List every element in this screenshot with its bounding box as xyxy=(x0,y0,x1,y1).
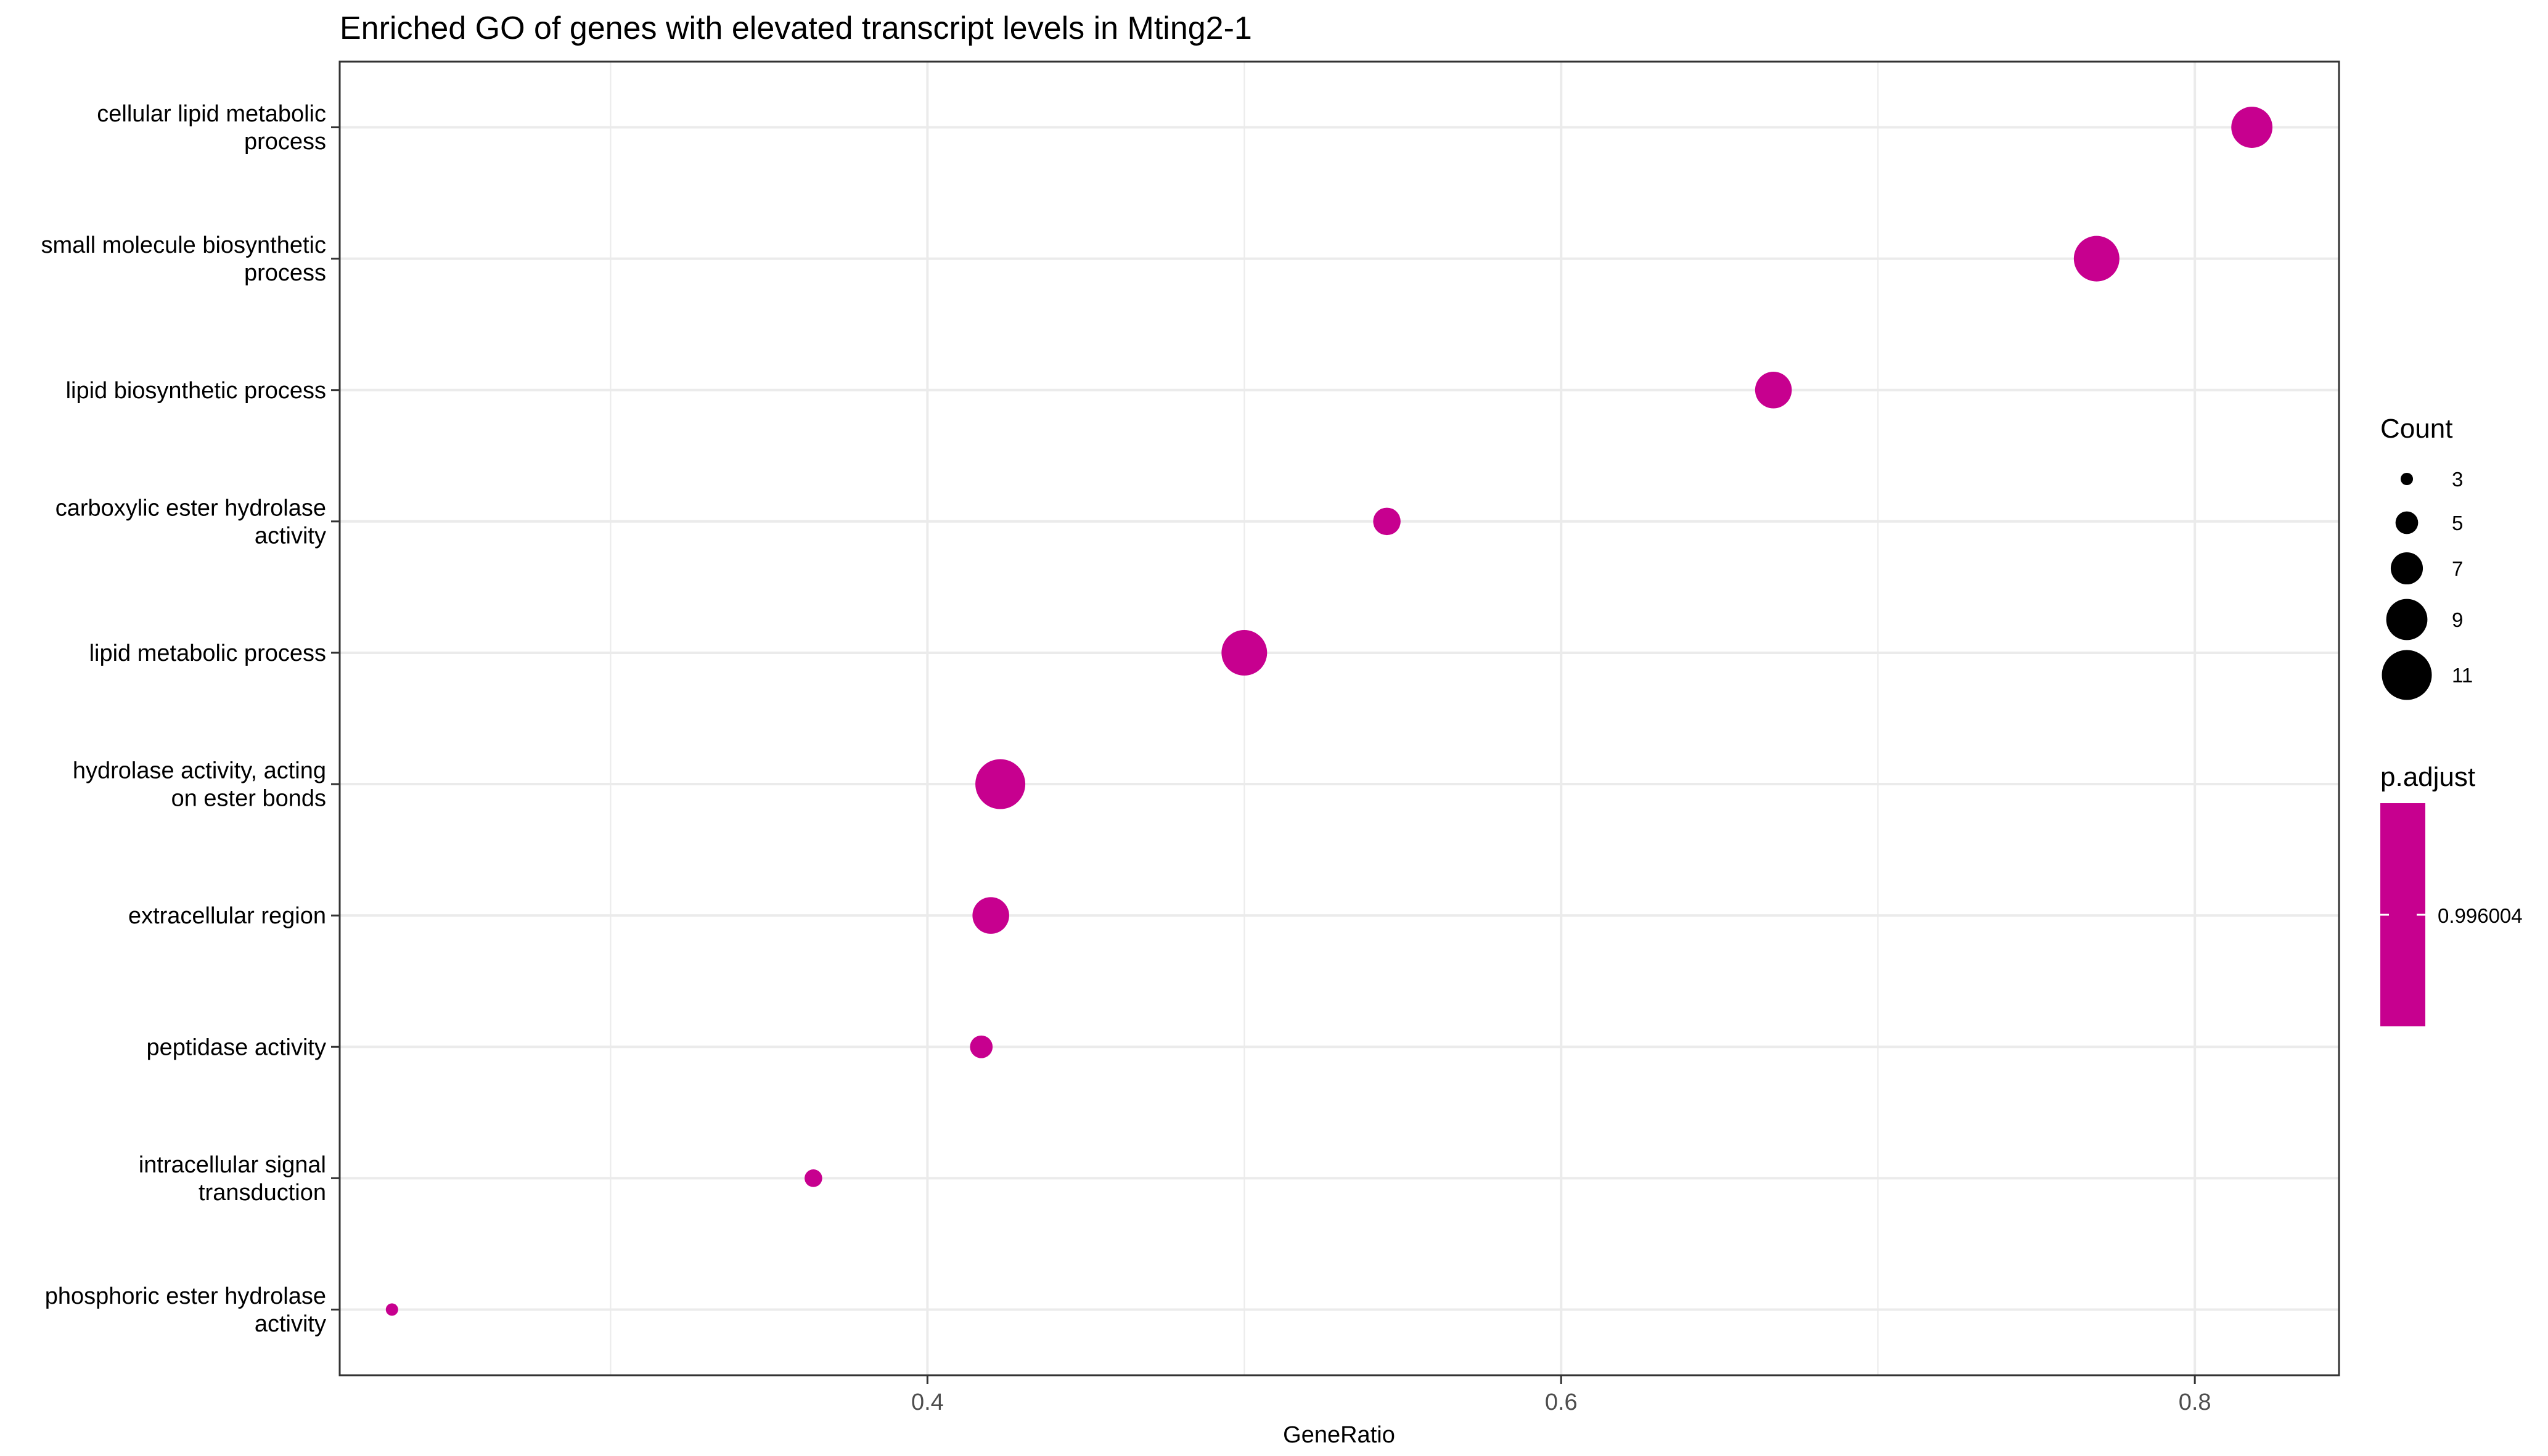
count-legend-key xyxy=(2386,599,2428,640)
panel-border xyxy=(338,60,2340,1376)
y-tick-label: lipid metabolic process xyxy=(89,640,326,666)
count-legend-label: 9 xyxy=(2452,608,2463,631)
p-adjust-legend-title: p.adjust xyxy=(2380,762,2475,792)
x-tick-label: 0.6 xyxy=(1545,1389,1578,1415)
data-point xyxy=(972,897,1009,934)
y-tick-label: phosphoric ester hydrolase activity xyxy=(45,1283,326,1337)
y-tick-label: carboxylic ester hydrolase activity xyxy=(55,495,326,549)
p-adjust-color-legend: p.adjust 0.996004 xyxy=(2380,762,2523,1026)
count-legend-title: Count xyxy=(2380,414,2452,444)
panel-background xyxy=(340,62,2339,1375)
data-point xyxy=(2231,107,2273,148)
x-tick-label: 0.4 xyxy=(911,1389,944,1415)
y-axis: cellular lipid metabolic process small mol… xyxy=(41,101,340,1337)
y-tick-label: peptidase activity xyxy=(147,1034,327,1060)
data-point xyxy=(385,1303,398,1316)
data-point xyxy=(1755,371,1792,409)
p-adjust-legend-label: 0.996004 xyxy=(2438,904,2523,927)
chart-title: Enriched GO of genes with elevated trans… xyxy=(340,10,1252,46)
data-point xyxy=(975,759,1026,809)
x-axis: 0.4 0.6 0.8 xyxy=(911,1375,2211,1415)
data-points xyxy=(385,107,2273,1316)
data-point xyxy=(2073,235,2120,282)
count-legend-label: 5 xyxy=(2452,512,2463,534)
count-legend-label: 3 xyxy=(2452,468,2463,491)
y-tick-label: small molecule biosynthetic process xyxy=(41,232,326,286)
y-tick-label: intracellular signal transduction xyxy=(139,1152,326,1206)
grid-lines xyxy=(340,62,2339,1375)
count-legend-key xyxy=(2395,511,2419,534)
y-tick-label: cellular lipid metabolic process xyxy=(97,101,326,155)
data-point xyxy=(1373,507,1401,536)
data-point xyxy=(805,1169,822,1187)
count-legend-key xyxy=(2400,472,2414,486)
x-axis-title: GeneRatio xyxy=(1283,1422,1395,1448)
count-legend-label: 7 xyxy=(2452,557,2463,580)
plot-panel xyxy=(338,60,2340,1376)
y-tick-label: extracellular region xyxy=(128,903,326,929)
count-legend-key xyxy=(2382,650,2432,700)
y-tick-label: lipid biosynthetic process xyxy=(66,378,326,404)
data-point xyxy=(1221,629,1268,676)
count-legend-key xyxy=(2390,552,2423,585)
y-tick-label: hydrolase activity, acting on ester bonds xyxy=(73,758,326,812)
data-point xyxy=(970,1035,993,1058)
count-legend-label: 11 xyxy=(2452,664,2473,687)
count-size-legend: Count 3 5 7 9 11 xyxy=(2380,414,2473,700)
x-tick-label: 0.8 xyxy=(2179,1389,2211,1415)
